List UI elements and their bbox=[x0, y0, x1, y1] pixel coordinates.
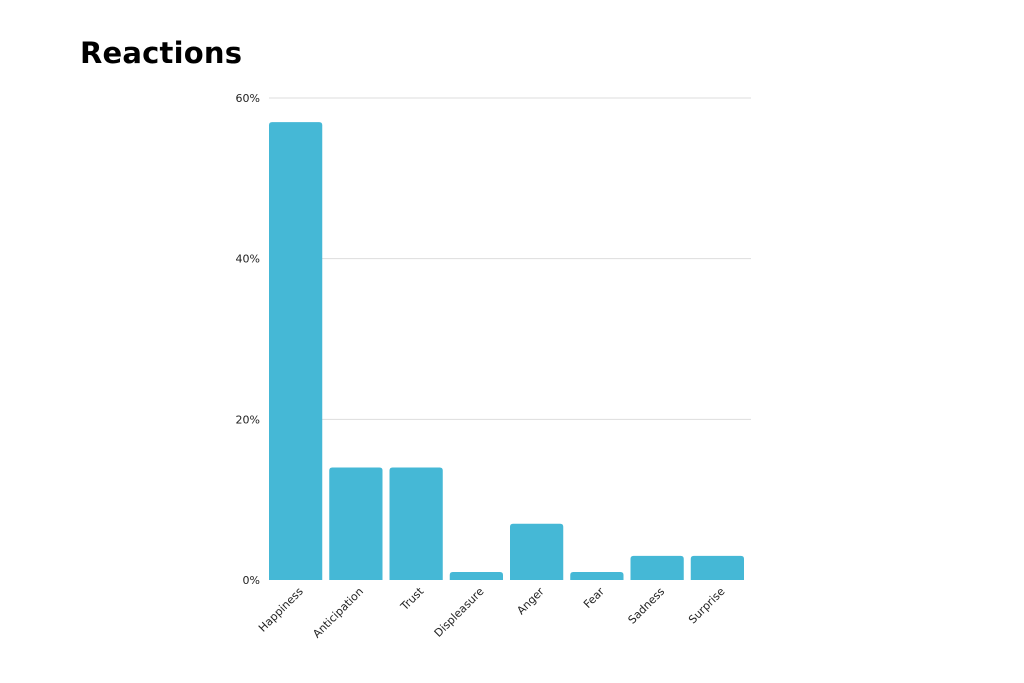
bar-anger bbox=[510, 523, 564, 580]
x-tick-label: Sadness bbox=[626, 585, 668, 627]
bar-trust bbox=[389, 467, 443, 580]
y-tick-label: 40% bbox=[236, 253, 260, 266]
x-tick-label: Anticipation bbox=[310, 585, 366, 641]
bars bbox=[269, 122, 744, 580]
gridlines bbox=[269, 97, 751, 420]
bar-surprise bbox=[690, 555, 744, 580]
y-tick-label: 0% bbox=[243, 574, 260, 587]
x-axis-labels: Happiness Anticipation Trust Displeasure Ang… bbox=[256, 584, 728, 640]
bar-displeasure bbox=[449, 571, 503, 580]
bar-sadness bbox=[630, 555, 684, 580]
bar-fear bbox=[570, 571, 624, 580]
x-tick-label: Fear bbox=[581, 585, 607, 611]
bar-happiness bbox=[269, 122, 323, 580]
y-tick-label: 20% bbox=[236, 413, 260, 426]
y-tick-label: 60% bbox=[236, 92, 260, 105]
x-tick-label: Happiness bbox=[256, 585, 306, 635]
x-tick-label: Anger bbox=[514, 585, 547, 618]
page-title: Reactions bbox=[80, 36, 243, 70]
bar-anticipation bbox=[329, 467, 383, 580]
x-tick-label: Surprise bbox=[686, 585, 728, 627]
x-tick-label: Trust bbox=[398, 584, 427, 613]
x-tick-label: Displeasure bbox=[432, 585, 487, 640]
y-axis-ticks: 0% 20% 40% 60% bbox=[236, 92, 260, 587]
